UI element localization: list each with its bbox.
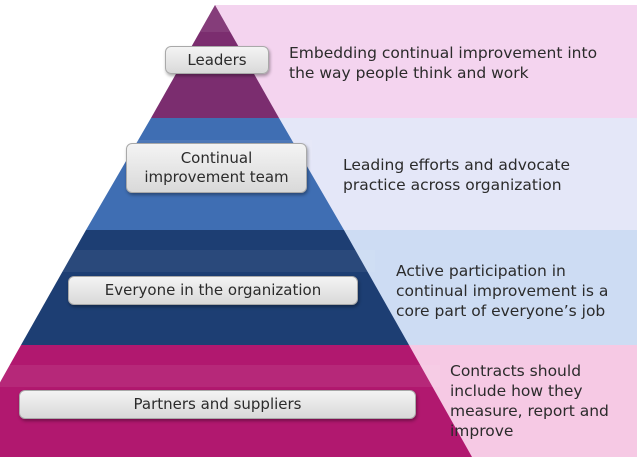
tier-everyone-stripe — [55, 250, 375, 272]
label-everyone: Everyone in the organization — [68, 276, 358, 305]
tier-leaders-highlight — [200, 5, 230, 32]
description-improvement-team: Leading efforts and advocate practice ac… — [343, 156, 570, 194]
tier-partners-stripe — [0, 365, 440, 387]
description-partners: Contracts should include how they measur… — [450, 362, 609, 440]
band-leaders — [215, 5, 637, 118]
label-leaders: Leaders — [165, 46, 269, 74]
label-partners: Partners and suppliers — [19, 390, 416, 419]
description-leaders: Embedding continual improvement into the… — [289, 44, 598, 82]
label-improvement-team: Continual improvement team — [126, 143, 307, 193]
description-everyone: Active participation in continual improv… — [396, 262, 609, 320]
